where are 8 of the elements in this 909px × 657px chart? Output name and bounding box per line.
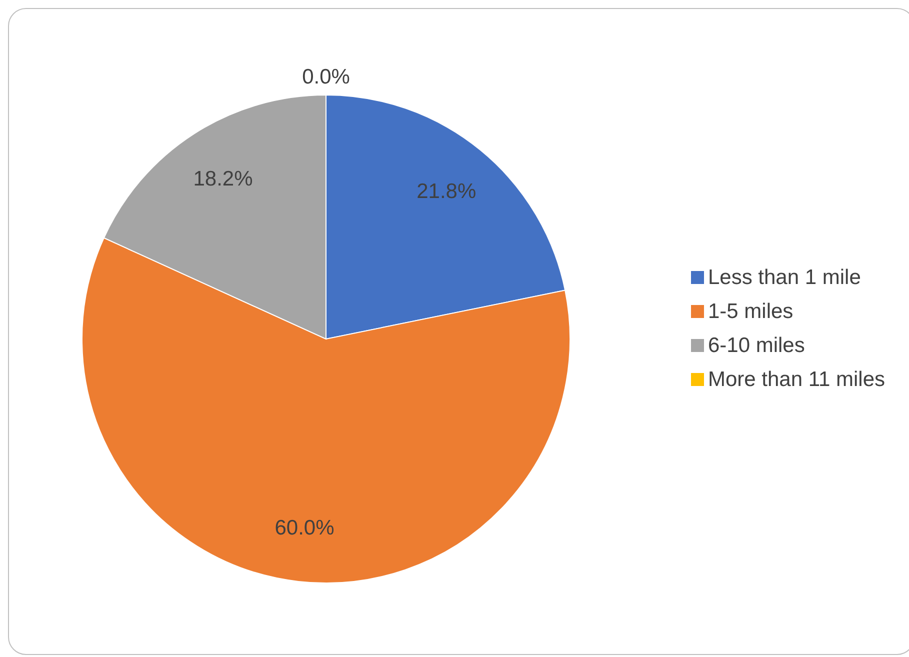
legend-label: Less than 1 mile xyxy=(708,266,861,288)
data-label: 21.8% xyxy=(416,180,476,204)
data-label: 18.2% xyxy=(193,167,253,190)
text: 0.0% xyxy=(302,66,350,88)
legend-label: 6-10 miles xyxy=(708,334,805,356)
legend-label: 1-5 miles xyxy=(708,300,794,322)
data-label: 60.0% xyxy=(274,516,334,540)
legend-label: More than 11 miles xyxy=(708,368,885,390)
